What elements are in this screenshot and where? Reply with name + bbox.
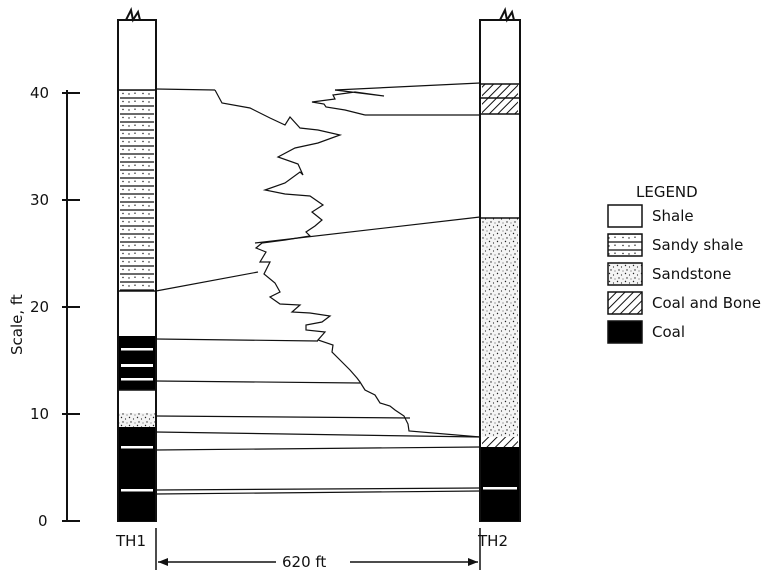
depth-axis: 0 10 20 30 40 Scale, ft xyxy=(8,84,80,530)
arrow-left-icon xyxy=(158,558,168,566)
legend: LEGEND Shale Sandy shale Sandstone Coal … xyxy=(607,183,761,344)
th2-sandstone-layer xyxy=(482,218,518,437)
break-symbol xyxy=(480,6,520,23)
legend-swatch-sandy-shale xyxy=(607,233,643,257)
th1-parting xyxy=(121,348,153,351)
legend-label-sandy-shale: Sandy shale xyxy=(652,236,743,254)
legend-label-coal: Coal xyxy=(652,323,685,341)
th2-coal-and-bone-layer xyxy=(482,437,518,447)
th1-sandy-shale-layer xyxy=(120,90,154,291)
correlation-line xyxy=(155,271,259,292)
th1-shale-parting xyxy=(119,390,155,413)
channel-boundary-line xyxy=(214,89,481,438)
correlation-line xyxy=(155,431,481,438)
tick-label-20: 20 xyxy=(30,298,49,316)
correlation-line xyxy=(155,338,319,342)
legend-swatch-coal xyxy=(607,320,643,344)
correlation-line xyxy=(155,415,411,419)
correlation-line xyxy=(334,82,481,91)
th1-parting xyxy=(121,489,153,492)
th1-sandstone-layer xyxy=(119,413,155,427)
legend-label-coal-and-bone: Coal and Bone xyxy=(652,294,761,312)
legend-swatch-coal-and-bone xyxy=(607,291,643,315)
correlation-line xyxy=(155,446,481,451)
th2-coal-and-bone-layer xyxy=(482,84,518,114)
distance-dimension: 620 ft xyxy=(155,528,481,571)
borehole-th1-label: TH1 xyxy=(115,532,146,550)
borehole-th1: TH1 xyxy=(115,6,157,550)
correlation-line xyxy=(155,490,481,495)
borehole-th2: TH2 xyxy=(477,6,521,550)
th1-parting xyxy=(121,446,153,449)
th2-parting xyxy=(483,487,517,490)
legend-title: LEGEND xyxy=(636,183,698,201)
tick-label-10: 10 xyxy=(30,405,49,423)
axis-title: Scale, ft xyxy=(8,294,26,355)
distance-label: 620 ft xyxy=(282,553,326,571)
borehole-th2-label: TH2 xyxy=(477,532,508,550)
legend-label-shale: Shale xyxy=(652,207,694,225)
legend-swatch-shale xyxy=(607,204,643,228)
channel-boundary-upper xyxy=(311,89,385,116)
th1-parting xyxy=(121,378,153,381)
correlation-lines xyxy=(155,82,481,495)
arrow-right-icon xyxy=(468,558,478,566)
tick-label-30: 30 xyxy=(30,191,49,209)
tick-label-0: 0 xyxy=(38,512,48,530)
break-symbol xyxy=(118,6,156,23)
th1-coal-layer xyxy=(119,427,155,521)
legend-label-sandstone: Sandstone xyxy=(652,265,731,283)
th1-parting xyxy=(121,364,153,367)
legend-swatch-sandstone xyxy=(607,262,643,286)
correlation-line xyxy=(155,380,361,384)
correlation-line xyxy=(155,88,216,91)
correlation-line xyxy=(155,487,481,491)
tick-label-40: 40 xyxy=(30,84,49,102)
th2-coal-layer xyxy=(481,447,519,521)
